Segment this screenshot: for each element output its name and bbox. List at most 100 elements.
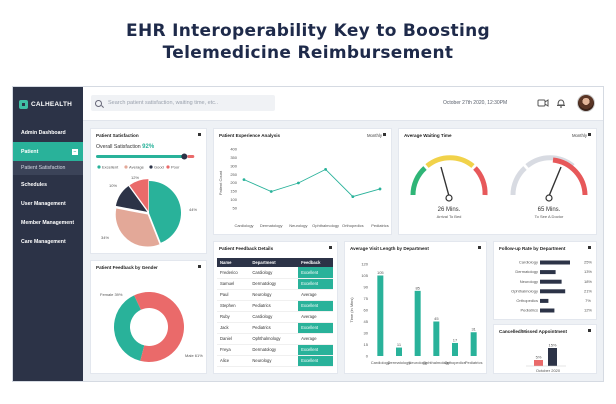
more-icon[interactable] bbox=[478, 246, 481, 249]
table-cell: Freya bbox=[217, 344, 250, 356]
y-tick-label: Dermatology bbox=[515, 269, 538, 274]
overall-satisfaction-bar bbox=[96, 153, 195, 160]
bar bbox=[470, 332, 477, 356]
table-row[interactable]: Samuel Dermatology Excellent bbox=[217, 278, 333, 290]
data-point bbox=[269, 190, 273, 193]
table-row[interactable]: Ruby Cardiology Average bbox=[217, 311, 333, 323]
slice-label: 12% bbox=[131, 175, 139, 180]
video-call-icon[interactable] bbox=[537, 97, 549, 109]
current-datetime: October 27th 2020, 12:30PM bbox=[443, 100, 508, 106]
more-icon[interactable] bbox=[588, 329, 591, 332]
sidebar-item-admin-dashboard[interactable]: Admin Dashboard bbox=[13, 123, 83, 142]
waiting-time-gauges: 26 Mins. Arrival To Bed 65 Mins. To See … bbox=[410, 155, 588, 219]
more-icon[interactable] bbox=[198, 265, 201, 268]
sidebar-item-patient[interactable]: Patient − bbox=[13, 142, 83, 161]
table-cell: Neurology bbox=[249, 355, 299, 367]
pie-slice bbox=[115, 208, 160, 247]
data-label: 12% bbox=[584, 308, 592, 313]
avatar[interactable] bbox=[577, 94, 595, 112]
pie-slice bbox=[129, 179, 149, 212]
table-cell: Paul bbox=[217, 289, 250, 301]
table-cell: Average bbox=[298, 289, 333, 301]
y-tick-label: 300 bbox=[230, 163, 237, 168]
data-label: 11 bbox=[397, 342, 402, 347]
satisfaction-legend: Excellent Average Good Poor bbox=[97, 165, 180, 170]
table-row[interactable]: Daniel Ophthalmology Average bbox=[217, 333, 333, 345]
sidebar-item-member-management[interactable]: Member Management bbox=[13, 213, 83, 232]
data-label: 25% bbox=[584, 260, 592, 265]
sidebar-item-patient-satisfaction[interactable]: Patient Satisfaction bbox=[13, 161, 83, 175]
table-row[interactable]: Stephen Pediatrics Excellent bbox=[217, 300, 333, 312]
table-cell: Pediatrics bbox=[249, 300, 299, 312]
bell-icon[interactable] bbox=[555, 97, 567, 109]
y-tick-label: 350 bbox=[230, 155, 237, 160]
search-icon bbox=[95, 99, 102, 107]
bar-knob bbox=[181, 153, 188, 160]
collapse-icon[interactable]: − bbox=[72, 148, 78, 155]
gauge-to-see-a-doctor: 65 Mins. To See A Doctor bbox=[510, 155, 588, 219]
data-label: 7% bbox=[585, 298, 591, 303]
male-label: Male 61% bbox=[185, 353, 203, 358]
sidebar-item-user-management[interactable]: User Management bbox=[13, 194, 83, 213]
table-row[interactable]: Frederico Cardiology Excellent bbox=[217, 267, 333, 279]
y-tick-label: 60 bbox=[364, 308, 369, 313]
gauge-caption: Arrival To Bed bbox=[437, 214, 462, 219]
female-label: Female 39% bbox=[100, 292, 123, 297]
y-tick-label: 100 bbox=[230, 197, 237, 202]
gauge-value: 26 Mins. bbox=[438, 207, 461, 213]
y-tick-label: 400 bbox=[230, 147, 237, 152]
legend-item: Average bbox=[129, 165, 145, 170]
sidebar-item-schedules[interactable]: Schedules bbox=[13, 175, 83, 194]
y-tick-label: 120 bbox=[361, 262, 368, 267]
more-icon[interactable] bbox=[383, 133, 386, 136]
table-cell: Ruby bbox=[217, 311, 250, 323]
more-icon[interactable] bbox=[329, 246, 332, 249]
bar bbox=[540, 289, 566, 294]
y-tick-label: Pediatrics bbox=[520, 308, 538, 313]
column-header[interactable]: Name bbox=[217, 258, 250, 267]
more-icon[interactable] bbox=[588, 133, 591, 136]
pie-slice bbox=[149, 181, 181, 243]
y-tick-label: 75 bbox=[364, 296, 369, 301]
search-input[interactable]: Search patient satisfaction, waiting tim… bbox=[91, 95, 275, 111]
data-label: 31 bbox=[471, 327, 476, 332]
sidebar-item-care-management[interactable]: Care Management bbox=[13, 232, 83, 251]
gender-donut-chart: Female 39% Male 61% bbox=[100, 292, 203, 362]
data-label: 15% bbox=[548, 343, 556, 348]
table-row[interactable]: Alice Neurology Excellent bbox=[217, 355, 333, 367]
logo-text: CALHEALTH bbox=[31, 100, 73, 108]
table-cell: Neurology bbox=[249, 289, 299, 301]
x-tick-label: Dermatology bbox=[260, 223, 283, 228]
pie-slice bbox=[115, 186, 148, 212]
data-label: 85 bbox=[415, 285, 420, 290]
bar bbox=[548, 348, 557, 366]
table-cell: Samuel bbox=[217, 278, 250, 290]
bar bbox=[540, 308, 555, 313]
card-title: Patient Feedback Details bbox=[219, 246, 274, 251]
data-point bbox=[324, 168, 327, 171]
column-header[interactable]: Department bbox=[249, 258, 299, 267]
table-row[interactable]: Jack Pediatrics Excellent bbox=[217, 322, 333, 334]
average-waiting-time-card: Average Waiting Time Monthly 26 Mins. Ar… bbox=[398, 128, 597, 235]
y-axis-label: Patient Count bbox=[218, 170, 223, 195]
column-header[interactable]: Feedback bbox=[298, 258, 333, 267]
more-icon[interactable] bbox=[198, 133, 201, 136]
bar bbox=[433, 321, 440, 356]
sidebar-item-label: User Management bbox=[21, 200, 66, 207]
patient-experience-card: Patient Experience Analysis Monthly Pati… bbox=[213, 128, 392, 235]
overall-value: 92% bbox=[142, 144, 155, 150]
period-dropdown[interactable]: Monthly bbox=[366, 133, 382, 138]
more-icon[interactable] bbox=[588, 246, 591, 249]
card-title: Patient Experience Analysis bbox=[219, 133, 281, 138]
logo[interactable]: CALHEALTH bbox=[19, 97, 72, 111]
sidebar-item-label: Admin Dashboard bbox=[21, 129, 66, 136]
x-tick-label: Dermatology bbox=[388, 360, 411, 365]
logo-icon bbox=[19, 99, 28, 109]
table-row[interactable]: Paul Neurology Average bbox=[217, 289, 333, 301]
visit-length-card: Average Visit Length by Department Time … bbox=[344, 241, 487, 374]
table-row[interactable]: Freya Dermatology Excellent bbox=[217, 344, 333, 356]
period-dropdown[interactable]: Monthly bbox=[571, 133, 587, 138]
x-tick-label: Cardiology bbox=[371, 360, 390, 365]
card-title: Average Visit Length by Department bbox=[350, 246, 429, 251]
x-tick-label: Ophthalmology bbox=[312, 223, 339, 228]
